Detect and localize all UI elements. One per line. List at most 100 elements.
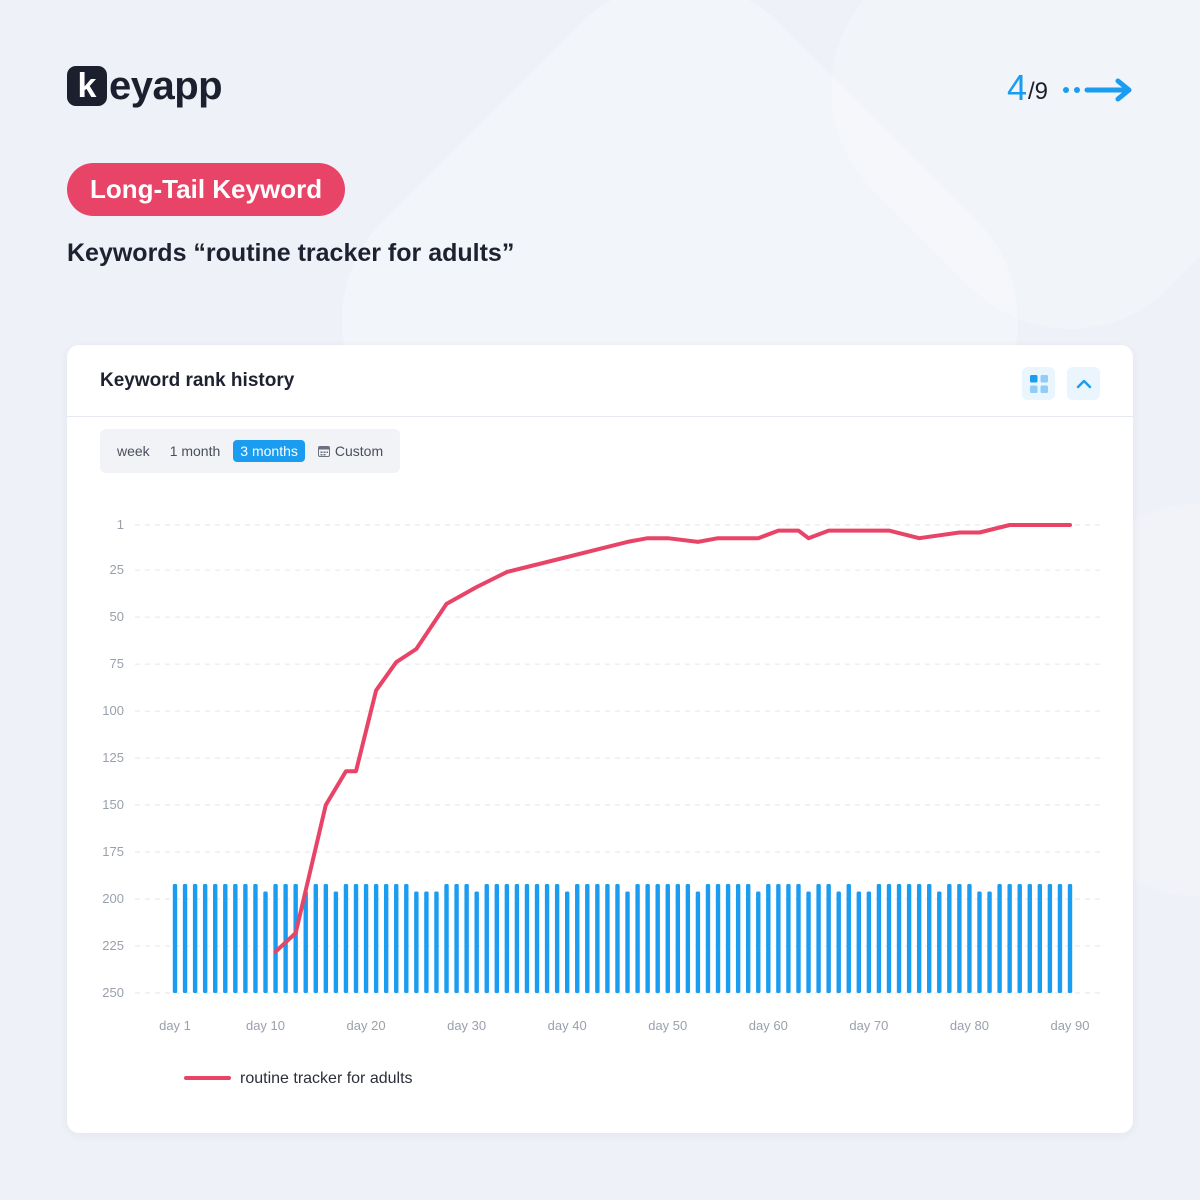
y-tick-label: 1: [117, 517, 124, 532]
visibility-bar: [323, 883, 329, 993]
visibility-bar: [1017, 883, 1022, 993]
y-tick-label: 50: [110, 609, 124, 624]
range-custom-label: Custom: [334, 443, 384, 459]
logo-text: eyapp: [109, 64, 223, 108]
calendar-icon: [317, 446, 330, 457]
visibility-bar: [685, 883, 691, 993]
visibility-bar: [705, 883, 711, 993]
range-3-months[interactable]: 3 months: [233, 440, 305, 462]
visibility-bar: [343, 883, 349, 993]
visibility-bar: [233, 883, 238, 993]
visibility-bar: [665, 883, 670, 993]
visibility-bar: [695, 891, 701, 993]
visibility-bar: [313, 883, 318, 993]
visibility-bar: [575, 883, 580, 993]
visibility-bar: [957, 883, 962, 993]
x-tick-label: day 10: [246, 1018, 285, 1033]
visibility-bar: [373, 883, 379, 993]
visibility-bar: [906, 883, 912, 993]
y-tick-label: 75: [110, 656, 124, 671]
range-1-month[interactable]: 1 month: [169, 443, 221, 459]
visibility-bar: [1057, 883, 1063, 993]
collapse-button[interactable]: [1067, 367, 1100, 400]
visibility-bar: [333, 891, 339, 993]
visibility-bar: [504, 883, 510, 993]
next-arrow-icon[interactable]: [1060, 78, 1134, 102]
visibility-bar: [263, 891, 268, 993]
visibility-bar: [1067, 883, 1073, 993]
visibility-bar: [202, 883, 208, 993]
visibility-bar: [786, 883, 791, 993]
visibility-bar: [766, 883, 771, 993]
y-tick-label: 100: [102, 703, 124, 718]
visibility-bar: [746, 883, 751, 993]
visibility-bar: [816, 883, 821, 993]
visibility-bar: [524, 883, 530, 993]
visibility-bar: [585, 883, 590, 993]
visibility-bar: [172, 883, 178, 993]
visibility-bar: [192, 883, 198, 993]
grid-view-button[interactable]: [1022, 367, 1055, 400]
visibility-bar: [796, 883, 801, 993]
visibility-bar: [725, 883, 731, 993]
range-custom[interactable]: Custom: [311, 440, 390, 462]
visibility-bar: [353, 883, 359, 993]
visibility-bar: [836, 891, 841, 993]
page-subtitle: Keywords “routine tracker for adults”: [67, 239, 515, 267]
visibility-bar: [243, 883, 248, 993]
visibility-bar: [715, 883, 721, 993]
x-tick-label: day 80: [950, 1018, 989, 1033]
visibility-bar: [273, 883, 278, 993]
visibility-bar: [1007, 883, 1012, 993]
visibility-bar: [776, 883, 781, 993]
visibility-bar: [484, 883, 489, 993]
visibility-bar: [1037, 883, 1043, 993]
visibility-bar: [454, 883, 459, 993]
visibility-bar: [404, 883, 409, 993]
visibility-bar: [625, 891, 630, 993]
visibility-bar: [806, 891, 811, 993]
visibility-bar: [213, 883, 218, 993]
visibility-bar: [1047, 883, 1053, 993]
visibility-bar: [444, 883, 449, 993]
rank-line: [273, 523, 1072, 954]
visibility-bar: [937, 891, 942, 993]
y-tick-label: 150: [102, 797, 124, 812]
grid-view-icon: [1029, 374, 1048, 393]
visibility-bar: [394, 883, 399, 993]
visibility-bar: [434, 891, 439, 993]
x-tick-label: day 50: [648, 1018, 687, 1033]
y-tick-label: 250: [102, 985, 124, 1000]
visibility-bar: [253, 883, 258, 993]
keyapp-logo: k eyapp: [67, 64, 223, 108]
visibility-bar: [977, 891, 982, 993]
logo-mark: k: [67, 66, 107, 106]
visibility-bar: [846, 883, 851, 993]
visibility-bar: [635, 883, 640, 993]
x-tick-label: day 1: [159, 1018, 191, 1033]
rank-history-card: Keyword rank history week 1 month 3 mont…: [67, 345, 1133, 1133]
pager-current: 4: [1006, 67, 1027, 108]
legend-label: routine tracker for adults: [240, 1070, 413, 1087]
visibility-bar: [544, 883, 550, 993]
visibility-bar: [615, 883, 620, 993]
x-tick-label: day 40: [548, 1018, 587, 1033]
visibility-bar: [554, 883, 560, 993]
y-tick-label: 175: [102, 844, 124, 859]
chevron-up-icon: [1076, 379, 1091, 388]
visibility-bar: [866, 891, 872, 993]
visibility-bar: [564, 891, 570, 993]
visibility-bar: [876, 883, 882, 993]
y-tick-label: 25: [110, 562, 124, 577]
range-week[interactable]: week: [117, 443, 150, 459]
x-tick-label: day 30: [447, 1018, 486, 1033]
visibility-bar: [464, 883, 469, 993]
card-divider: [67, 416, 1133, 417]
visibility-bar: [675, 883, 681, 993]
visibility-bar: [916, 883, 922, 993]
visibility-bar: [947, 883, 952, 993]
x-tick-label: day 60: [749, 1018, 788, 1033]
visibility-bar: [605, 883, 610, 993]
y-tick-label: 125: [102, 750, 124, 765]
